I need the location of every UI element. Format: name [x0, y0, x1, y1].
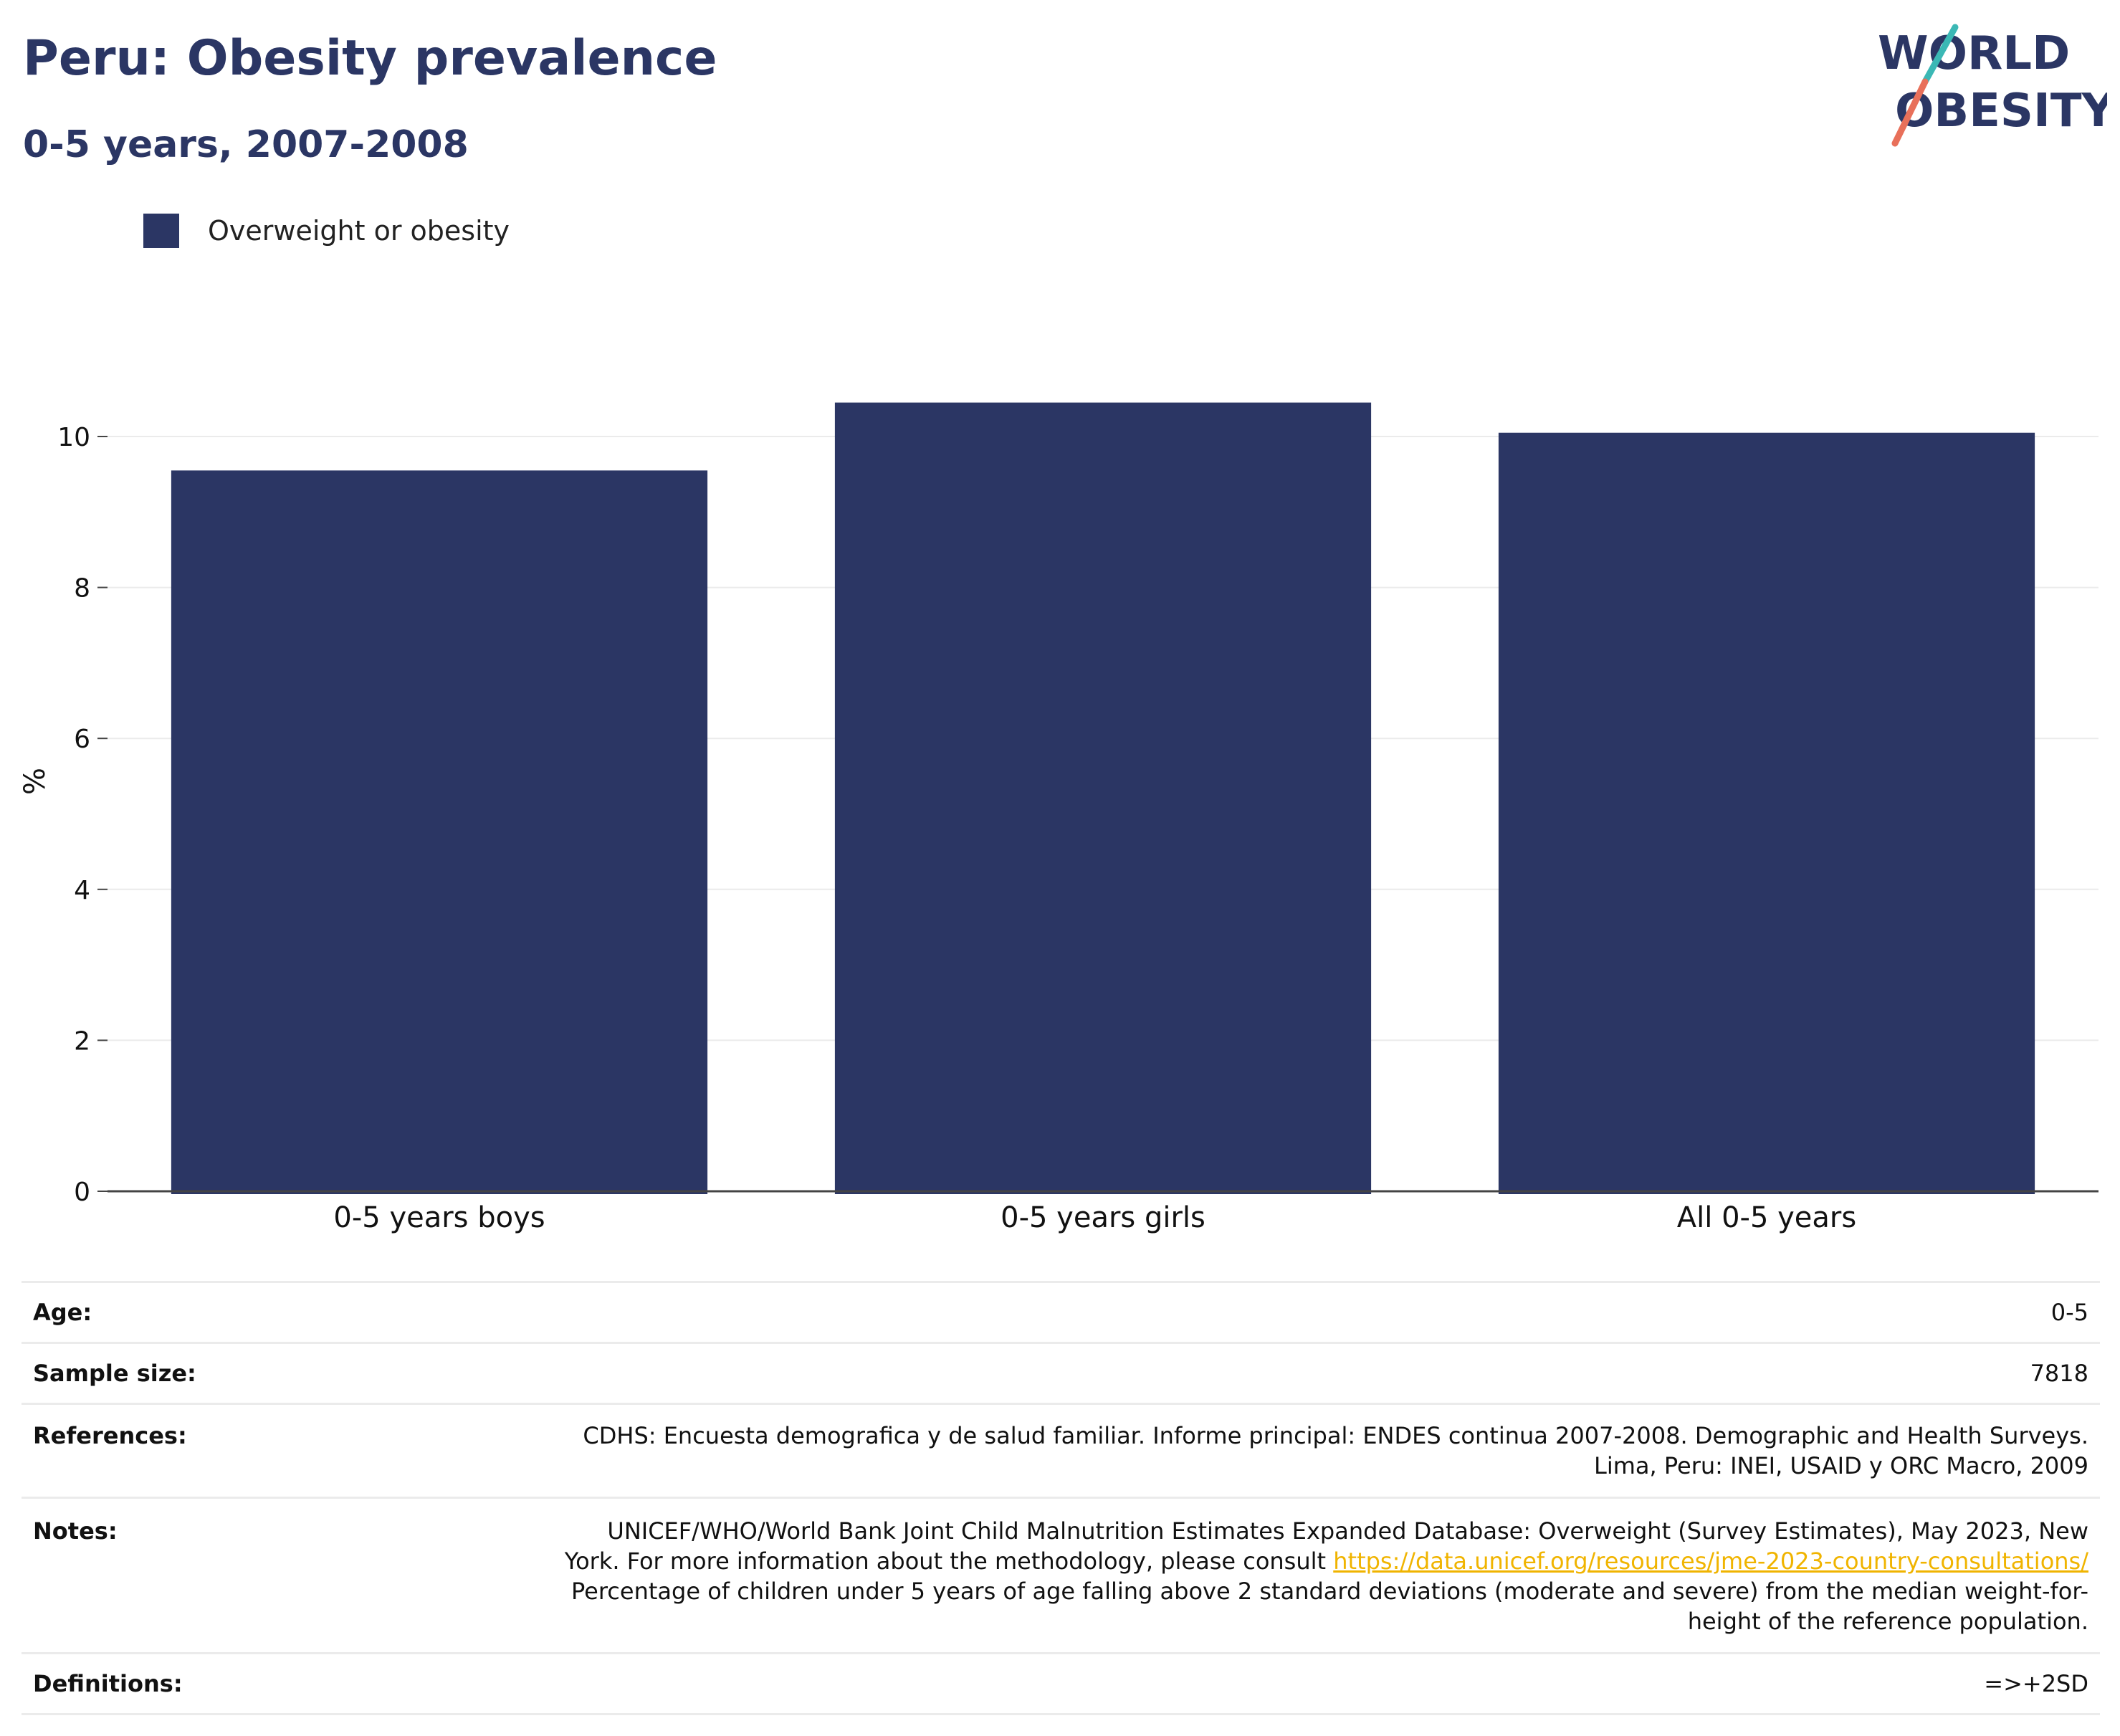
references-line2: Lima, Peru: INEI, USAID y ORC Macro, 200…: [1594, 1452, 2088, 1479]
y-axis-title: %: [19, 768, 52, 795]
sample-size-value: 7818: [392, 1342, 2100, 1404]
notes-value: UNICEF/WHO/World Bank Joint Child Malnut…: [392, 1497, 2100, 1654]
info-row-definitions: Definitions: =>+2SD: [22, 1652, 2100, 1715]
y-tick-label: 8: [74, 574, 90, 604]
y-tick-label: 0: [74, 1178, 90, 1207]
page-title: Peru: Obesity prevalence: [23, 30, 717, 87]
info-row-sample-size: Sample size: 7818: [22, 1342, 2100, 1404]
definitions-label: Definitions:: [22, 1652, 392, 1715]
y-tick-label: 6: [74, 725, 90, 754]
x-category-label: 0-5 years boys: [333, 1201, 545, 1234]
bar: [834, 402, 1372, 1194]
x-category-label: All 0-5 years: [1677, 1201, 1856, 1234]
logo-line2: OBESITY: [1895, 85, 2107, 138]
y-tick-label: 4: [74, 876, 90, 905]
age-value: 0-5: [392, 1281, 2100, 1343]
chart-legend: Overweight or obesity: [143, 214, 510, 248]
bar: [171, 470, 708, 1194]
info-table: Age: 0-5 Sample size: 7818 References: C…: [22, 1281, 2100, 1715]
logo-slash-coral: [1891, 78, 1929, 147]
bar: [1498, 432, 2035, 1194]
y-tick-label: 2: [74, 1026, 90, 1056]
legend-label: Overweight or obesity: [208, 215, 510, 247]
references-line1: CDHS: Encuesta demografica y de salud fa…: [583, 1422, 2088, 1449]
notes-line4: height of the reference population.: [1687, 1608, 2088, 1635]
sample-size-label: Sample size:: [22, 1342, 392, 1404]
references-label: References:: [22, 1403, 392, 1498]
page-subtitle: 0-5 years, 2007-2008: [23, 123, 469, 166]
bar-chart: 0 2 4 6 8 10% 0-5 years boys 0-5 years girls All…: [19, 402, 2098, 1234]
notes-line2-prefix: York. For more information about the met…: [564, 1547, 1334, 1575]
notes-line2: York. For more information about the met…: [393, 1546, 2088, 1576]
references-value: CDHS: Encuesta demografica y de salud fa…: [392, 1403, 2100, 1498]
x-category-label: 0-5 years girls: [1001, 1201, 1205, 1234]
definitions-value: =>+2SD: [392, 1652, 2100, 1715]
info-row-age: Age: 0-5: [22, 1281, 2100, 1343]
notes-line3: Percentage of children under 5 years of …: [571, 1578, 2088, 1605]
age-label: Age:: [22, 1281, 392, 1343]
legend-swatch: [143, 214, 179, 248]
logo-slash-teal: [1921, 24, 1959, 85]
notes-line1: UNICEF/WHO/World Bank Joint Child Malnut…: [607, 1517, 2088, 1545]
info-row-notes: Notes: UNICEF/WHO/World Bank Joint Child…: [22, 1497, 2100, 1654]
methodology-link[interactable]: https://data.unicef.org/resources/jme-20…: [1333, 1547, 2088, 1575]
world-obesity-logo: WORLD OBESITY: [1878, 24, 2107, 147]
info-row-references: References: CDHS: Encuesta demografica y…: [22, 1403, 2100, 1498]
y-tick-label: 10: [57, 423, 90, 452]
notes-label: Notes:: [22, 1497, 392, 1654]
logo-line1: WORLD: [1878, 27, 2070, 80]
